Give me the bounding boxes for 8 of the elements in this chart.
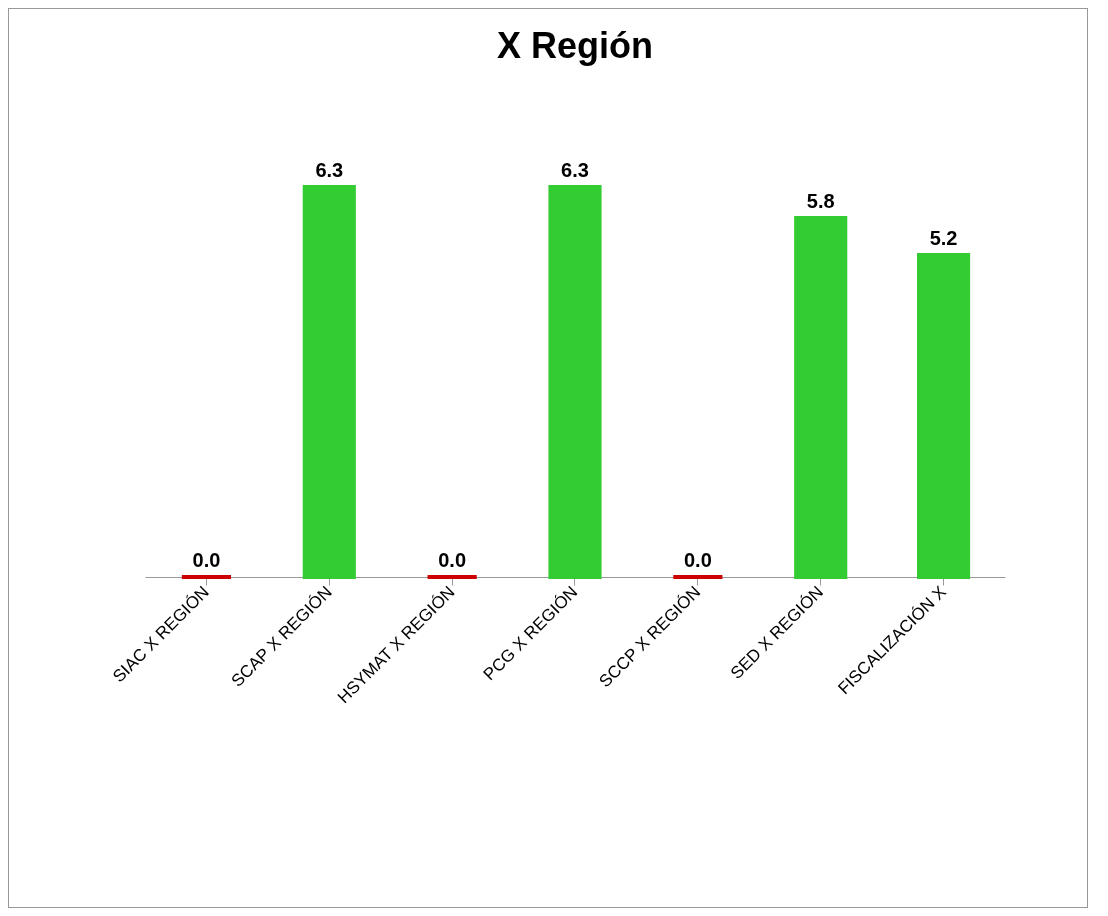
chart-title: X Región bbox=[496, 25, 654, 66]
data-label: 6.3 bbox=[315, 159, 344, 181]
data-label: 6.3 bbox=[561, 159, 589, 181]
data-label: 0.0 bbox=[192, 549, 221, 571]
data-label: 0.0 bbox=[683, 549, 712, 571]
data-label: 5.2 bbox=[929, 227, 958, 250]
data-label: 5.8 bbox=[806, 189, 835, 212]
data-label: 0.0 bbox=[438, 549, 467, 571]
